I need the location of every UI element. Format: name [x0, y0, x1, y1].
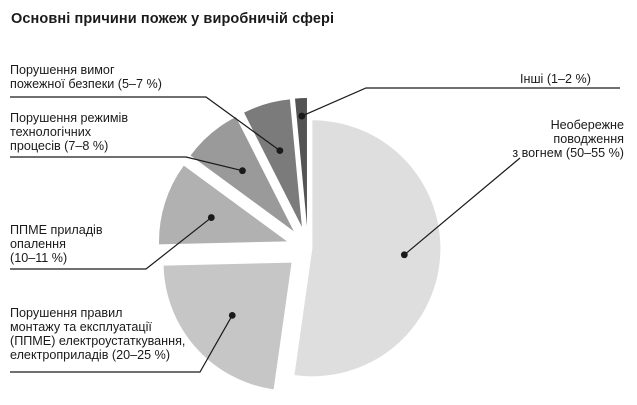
leader-line-heating-devices — [10, 217, 212, 270]
leader-line-electrical-rules — [10, 315, 233, 373]
slice-label-process-modes: Порушення режимів технологічних процесів… — [10, 111, 129, 153]
pie-slice-electrical-rules — [163, 262, 292, 390]
leader-dot-careless-fire — [400, 251, 408, 259]
leader-dot-other — [298, 112, 306, 120]
leader-dot-process-modes — [239, 167, 246, 175]
slice-label-electrical-rules: Порушення правил монтажу та експлуатації… — [10, 306, 186, 362]
leader-dot-heating-devices — [207, 214, 215, 221]
leader-line-other — [301, 87, 620, 117]
pie-slice-other — [294, 98, 307, 227]
slice-label-heating-devices: ППМЕ приладів опалення (10–11 %) — [10, 223, 103, 265]
leader-line-careless-fire — [403, 157, 521, 256]
leader-dot-electrical-rules — [228, 311, 236, 319]
slice-label-careless-fire: Необережне поводження з вогнем (50–55 %) — [512, 118, 624, 160]
slice-label-fire-safety: Порушення вимог пожежної безпеки (5–7 %) — [10, 63, 162, 91]
pie-slice-process-modes — [190, 117, 294, 232]
pie-slice-heating-devices — [159, 165, 288, 245]
chart-title: Основні причини пожеж у виробничій сфері — [11, 11, 335, 27]
slice-label-other: Інші (1–2 %) — [520, 72, 591, 86]
leader-line-fire-safety — [10, 96, 281, 152]
leader-line-process-modes — [10, 156, 243, 172]
pie-slice-fire-safety — [244, 99, 302, 227]
leader-dot-fire-safety — [276, 147, 284, 155]
pie-slice-careless-fire — [294, 120, 441, 377]
